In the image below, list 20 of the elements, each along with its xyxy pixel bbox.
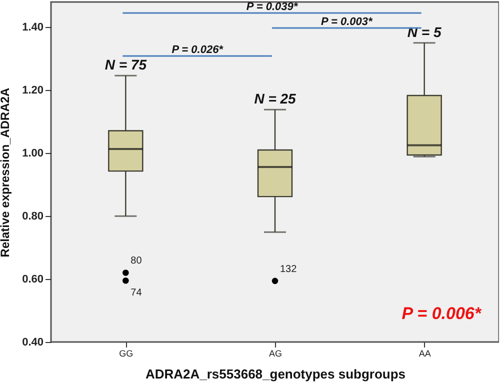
y-tick-label: 0.80	[22, 210, 44, 223]
annotation: P = 0.006*	[402, 304, 482, 323]
x-axis-title: ADRA2A_rs553668_genotypes subgroups	[145, 366, 406, 382]
annotation: 74	[130, 288, 142, 299]
annotation: P = 0.026*	[172, 44, 224, 56]
x-tick-label: GG	[119, 348, 134, 358]
x-tick-label: AG	[268, 348, 282, 358]
annotation: N = 75	[104, 56, 147, 73]
annotation: 132	[280, 264, 298, 275]
x-tick-label: AA	[418, 348, 431, 358]
y-tick-label: 0.40	[22, 336, 44, 348]
annotation: P = 0.003*	[321, 16, 374, 28]
annotation: P = 0.039*	[246, 1, 298, 13]
y-tick-label: 0.60	[22, 274, 44, 286]
y-tick-label: 1.40	[22, 22, 44, 34]
annotation: N = 25	[254, 90, 296, 107]
annotation: 80	[130, 256, 142, 267]
y-axis-title: Relative expression_ADRA2A	[0, 87, 12, 258]
y-tick-label: 1.20	[22, 84, 44, 97]
y-tick-label: 1.00	[22, 148, 44, 160]
